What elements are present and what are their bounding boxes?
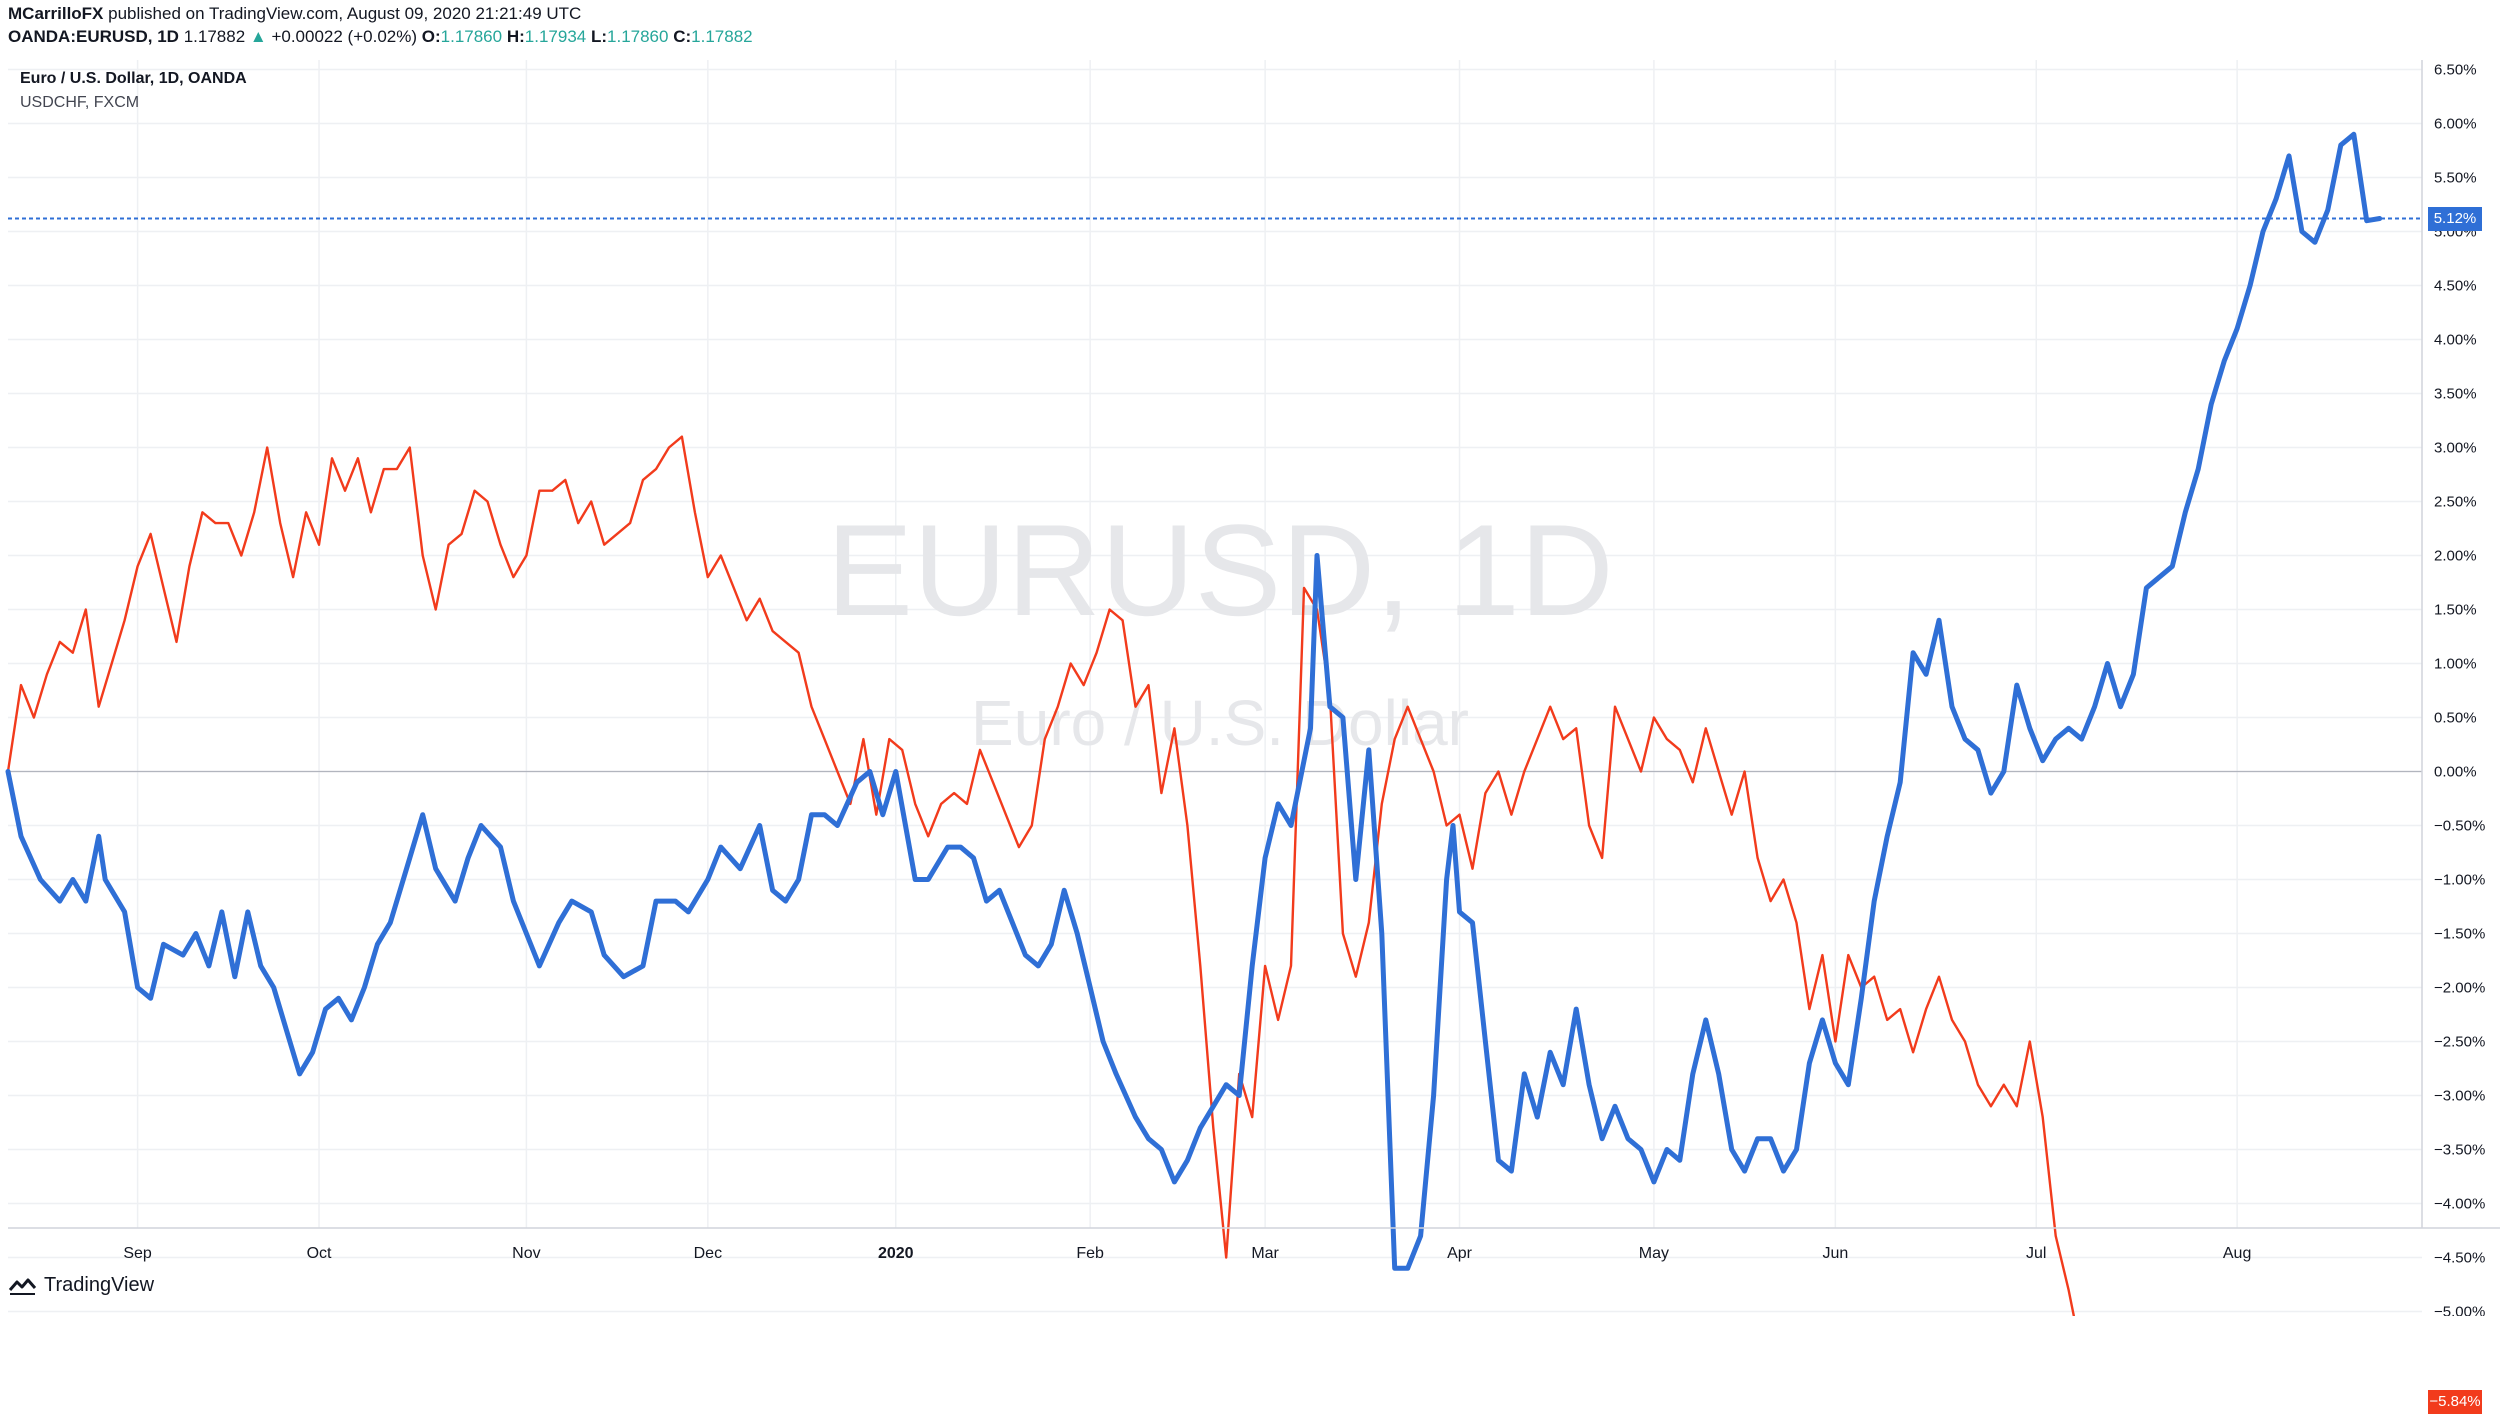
watermark-symbol: EURUSD, 1D bbox=[826, 497, 1613, 643]
x-tick-label: May bbox=[1639, 1245, 1669, 1262]
ohlc-header: OANDA:EURUSD, 1D 1.17882 ▲ +0.00022 (+0.… bbox=[8, 27, 753, 47]
y-tick-label: 2.00% bbox=[2434, 548, 2477, 565]
last-value-tag-eurusd: 5.12% bbox=[2428, 206, 2482, 231]
last-price: 1.17882 bbox=[183, 27, 246, 46]
x-tick-label: Nov bbox=[512, 1245, 540, 1262]
y-tick-label: 3.50% bbox=[2434, 386, 2477, 403]
y-tick-label: −3.00% bbox=[2434, 1088, 2485, 1105]
y-tick-label: −2.50% bbox=[2434, 1034, 2485, 1051]
symbol-label: OANDA:EURUSD, 1D bbox=[8, 27, 179, 46]
y-tick-label: 0.50% bbox=[2434, 710, 2477, 727]
author-name[interactable]: MCarrilloFX bbox=[8, 4, 104, 23]
y-tick-label: 3.00% bbox=[2434, 440, 2477, 457]
y-tick-label: 0.00% bbox=[2434, 764, 2477, 781]
low-label: L: bbox=[590, 27, 608, 46]
publish-info: MCarrilloFX published on TradingView.com… bbox=[8, 4, 581, 24]
x-tick-label: Mar bbox=[1251, 1245, 1279, 1262]
change-arrow-icon: ▲ bbox=[249, 27, 267, 46]
y-tick-label: 4.50% bbox=[2434, 278, 2477, 295]
open-label: O: bbox=[421, 27, 441, 46]
x-tick-label: Aug bbox=[2223, 1245, 2251, 1262]
x-tick-label: Apr bbox=[1447, 1245, 1473, 1262]
y-tick-label: 6.50% bbox=[2434, 62, 2477, 79]
legend-series-usdchf[interactable]: USDCHF, FXCM bbox=[20, 94, 140, 111]
last-value-tag-usdchf: −5.84% bbox=[2428, 1390, 2482, 1414]
high-label: H: bbox=[506, 27, 525, 46]
y-tick-label: −4.00% bbox=[2434, 1196, 2485, 1213]
x-tick-label: Oct bbox=[307, 1245, 332, 1262]
y-tick-label: 4.00% bbox=[2434, 332, 2477, 349]
y-tick-label: 1.50% bbox=[2434, 602, 2477, 619]
y-tick-label: −5.00% bbox=[2434, 1304, 2485, 1317]
y-tick-label: 2.50% bbox=[2434, 494, 2477, 511]
series-line-usdchf bbox=[6, 435, 2076, 1316]
x-tick-label: Jul bbox=[2026, 1245, 2046, 1262]
tradingview-logo-icon bbox=[8, 1278, 37, 1295]
close-value: 1.17882 bbox=[691, 27, 753, 46]
y-tick-label: 6.00% bbox=[2434, 116, 2477, 133]
close-label: C: bbox=[673, 27, 692, 46]
high-value: 1.17934 bbox=[524, 27, 587, 46]
y-tick-label: −2.00% bbox=[2434, 980, 2485, 997]
tradingview-logo[interactable]: TradingView bbox=[8, 1274, 154, 1297]
y-axis-labels: 6.50%6.00%5.50%5.00%4.50%4.00%3.50%3.00%… bbox=[2434, 62, 2485, 1317]
chart-canvas: EURUSD, 1D Euro / U.S. Dollar 6.50% 6.00%… bbox=[5, 60, 2500, 1317]
y-tick-label: −3.50% bbox=[2434, 1142, 2485, 1159]
x-tick-label: Feb bbox=[1076, 1245, 1104, 1262]
axes bbox=[8, 60, 2500, 1229]
publish-date: published on TradingView.com, August 09,… bbox=[108, 4, 582, 23]
y-tick-label: −0.50% bbox=[2434, 818, 2485, 835]
x-tick-label: Sep bbox=[123, 1245, 152, 1262]
x-axis-labels: Sep Oct Nov Dec 2020 Feb Mar Apr May Jun Jul Aug bbox=[123, 1245, 2251, 1262]
x-tick-label: Dec bbox=[694, 1245, 722, 1262]
x-tick-label: 2020 bbox=[878, 1245, 914, 1262]
low-value: 1.17860 bbox=[607, 27, 669, 46]
change-value: +0.00022 (+0.02%) bbox=[271, 27, 418, 46]
legend-series-eurusd[interactable]: Euro / U.S. Dollar, 1D, OANDA bbox=[20, 70, 247, 87]
y-tick-label: −1.50% bbox=[2434, 926, 2485, 943]
y-tick-label: −1.00% bbox=[2434, 872, 2485, 889]
y-tick-label: 5.50% bbox=[2434, 170, 2477, 187]
x-tick-label: Jun bbox=[1822, 1245, 1848, 1262]
series-line-eurusd bbox=[5, 131, 2383, 1271]
open-value: 1.17860 bbox=[440, 27, 503, 46]
tradingview-logo-text: TradingView bbox=[44, 1274, 155, 1296]
y-tick-label: −4.50% bbox=[2434, 1250, 2485, 1267]
y-tick-label: 1.00% bbox=[2434, 656, 2477, 673]
watermark-name: Euro / U.S. Dollar bbox=[971, 687, 1469, 759]
series-lines bbox=[5, 131, 2383, 1316]
